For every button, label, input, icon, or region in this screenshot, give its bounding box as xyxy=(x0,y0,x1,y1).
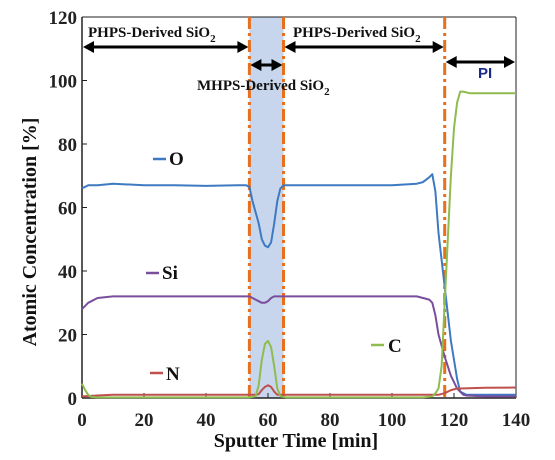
arrow-head-right xyxy=(432,41,444,53)
series-labels: O Si N C xyxy=(146,149,402,385)
layer-boundary-lines xyxy=(247,17,447,398)
x-axis-title: Sputter Time [min] xyxy=(214,430,378,452)
x-tick-label: 100 xyxy=(378,410,407,431)
y-tick-label: 0 xyxy=(68,389,78,410)
arrow-phps-left xyxy=(83,41,249,53)
y-tick-label: 20 xyxy=(58,326,77,347)
series-line-c xyxy=(81,90,516,399)
x-tick-label: 40 xyxy=(197,410,216,431)
arrow-head-right xyxy=(271,59,283,71)
arrow-head-left xyxy=(83,41,94,53)
label-o: O xyxy=(153,149,184,170)
label-n-text: N xyxy=(166,364,180,385)
arrow-head-left xyxy=(445,56,457,68)
label-c-text: C xyxy=(388,336,402,357)
arrow-head-left xyxy=(284,41,296,53)
annotation-pi: PI xyxy=(478,65,492,82)
y-tick-label: 80 xyxy=(58,135,77,156)
x-tick-label: 20 xyxy=(135,410,154,431)
label-si: Si xyxy=(146,263,178,284)
annotation-mhps: MHPS-Derived SiO2 xyxy=(197,78,330,98)
y-axis-title: Atomic Concentration [%] xyxy=(19,118,41,347)
label-si-text: Si xyxy=(162,263,178,284)
label-n: N xyxy=(150,364,180,385)
x-tick-label: 60 xyxy=(259,410,278,431)
y-tick-label: 60 xyxy=(58,199,77,220)
arrow-head-right xyxy=(237,41,249,53)
arrow-head-right xyxy=(504,56,515,68)
x-axis-ticks: 0 20 40 60 80 100 120 140 xyxy=(77,393,530,431)
y-axis-ticks: 0 20 40 60 80 100 120 xyxy=(49,8,87,410)
x-tick-label: 80 xyxy=(321,410,340,431)
region-annotations: PHPS-Derived SiO2 MHPS-Derived SiO2 PHPS… xyxy=(83,25,515,98)
x-tick-label: 0 xyxy=(77,410,87,431)
arrow-pi xyxy=(445,56,515,68)
x-tick-label: 120 xyxy=(440,410,469,431)
arrow-phps-right xyxy=(284,41,444,53)
series-line-si xyxy=(81,295,516,398)
label-c: C xyxy=(371,336,402,357)
y-tick-label: 120 xyxy=(49,8,78,29)
series-line-o xyxy=(81,173,516,396)
y-tick-label: 100 xyxy=(49,72,78,93)
series-lines xyxy=(81,90,517,399)
label-o-text: O xyxy=(169,149,184,170)
series-line-n xyxy=(81,384,517,398)
x-tick-label: 140 xyxy=(502,410,531,431)
arrow-head-left xyxy=(250,59,262,71)
arrow-mhps xyxy=(250,59,283,71)
annotation-phps-left: PHPS-Derived SiO2 xyxy=(88,25,216,45)
annotation-phps-right: PHPS-Derived SiO2 xyxy=(293,25,421,45)
y-tick-label: 40 xyxy=(58,262,77,283)
